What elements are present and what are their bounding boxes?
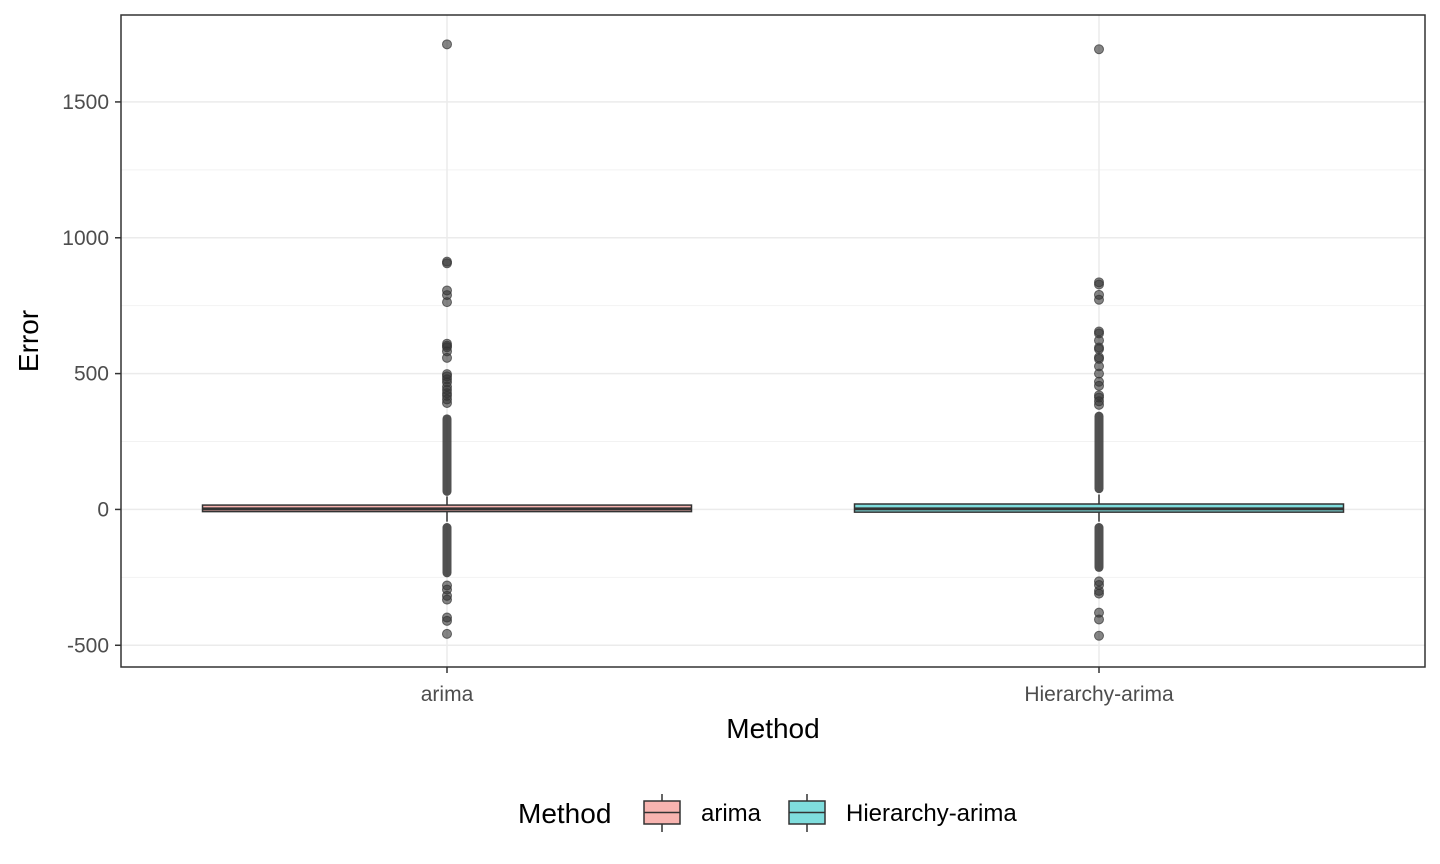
y-tick-label: -500 (67, 634, 109, 657)
outlier-point (1094, 279, 1104, 290)
y-tick-label: 500 (74, 363, 109, 386)
x-tick-label: Hierarchy-arima (1024, 683, 1174, 706)
legend-key-arima: arima (643, 794, 762, 832)
outlier-point (442, 297, 452, 308)
legend-title: Method (518, 798, 611, 829)
outlier-point (1094, 614, 1104, 625)
outlier-point (442, 39, 452, 50)
y-axis-title: Error (13, 310, 44, 372)
y-tick-label: 1500 (62, 91, 109, 114)
outlier-point (442, 397, 452, 408)
outlier-point (1094, 44, 1104, 55)
legend-label: Hierarchy-arima (846, 800, 1017, 827)
x-axis-title: Method (726, 713, 819, 744)
outlier-cluster (442, 414, 452, 496)
x-tick-label: arima (421, 683, 474, 706)
outlier-layer (442, 39, 1104, 641)
outlier-cluster (442, 523, 452, 578)
panel-background (121, 15, 1425, 667)
legend-label: arima (701, 800, 762, 827)
legend-key-Hierarchy-arima: Hierarchy-arima (788, 794, 1017, 832)
outlier-point (1094, 630, 1104, 641)
outlier-point (1094, 294, 1104, 305)
x-axis: arima Hierarchy-arima (421, 667, 1174, 706)
legend: Method arima Hierarchy-arima (518, 794, 1017, 832)
outlier-point (442, 594, 452, 605)
outlier-point (442, 352, 452, 363)
panel-border (120, 14, 1426, 668)
outlier-point (1094, 588, 1104, 599)
y-tick-label: 0 (97, 498, 109, 521)
outlier-point (1094, 380, 1104, 391)
outlier-point (442, 258, 452, 269)
y-axis: -500 0 500 1000 1500 (62, 91, 121, 657)
outlier-point (442, 628, 452, 639)
outlier-point (1094, 399, 1104, 410)
y-tick-label: 1000 (62, 227, 109, 250)
box-layer (201, 494, 1345, 522)
outlier-cluster (1094, 411, 1104, 494)
outlier-cluster (1094, 523, 1104, 572)
outlier-point (442, 615, 452, 626)
